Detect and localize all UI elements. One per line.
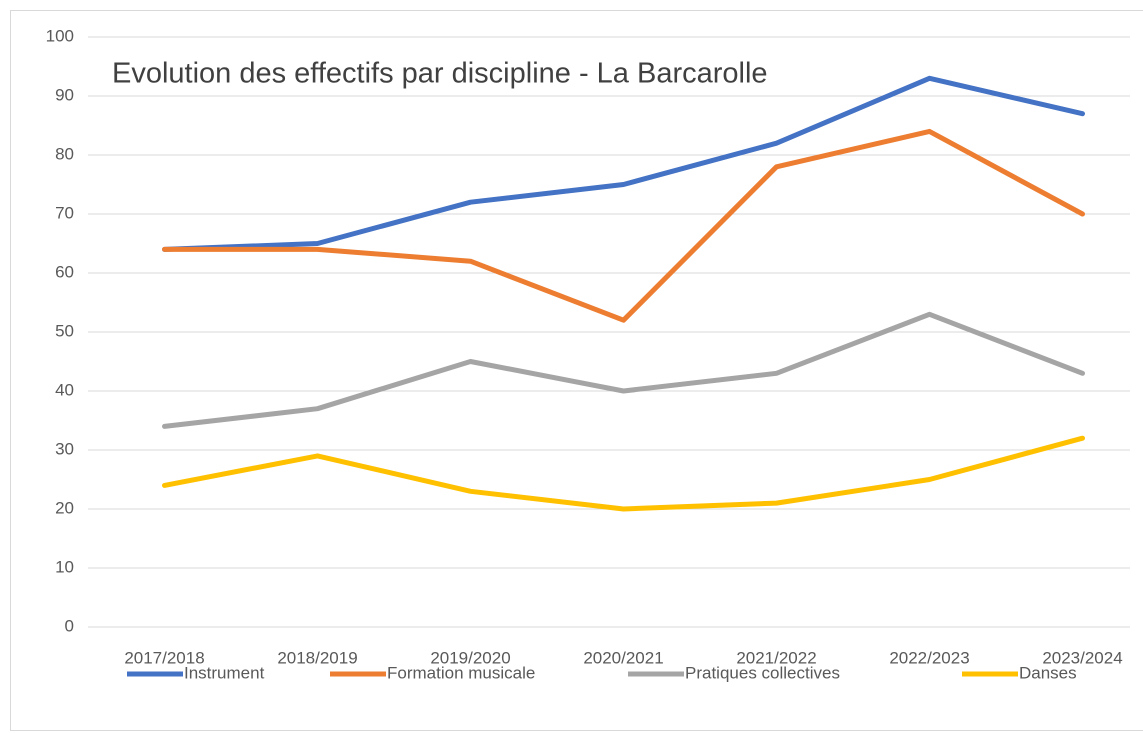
- series-line: [162, 435, 1085, 512]
- y-tick-label: 70: [55, 203, 74, 222]
- legend-label: Instrument: [184, 663, 265, 682]
- chart-title: Evolution des effectifs par discipline -…: [112, 58, 768, 90]
- y-tick-label: 0: [65, 616, 74, 635]
- y-tick-label: 30: [55, 439, 74, 458]
- legend-label: Formation musicale: [387, 663, 535, 682]
- y-tick-label: 20: [55, 498, 74, 517]
- x-tick-label: 2018/2019: [277, 648, 357, 667]
- x-tick-label: 2019/2020: [430, 648, 510, 667]
- series-line: [162, 311, 1085, 429]
- x-tick-label: 2020/2021: [583, 648, 663, 667]
- y-tick-label: 60: [55, 262, 74, 281]
- x-tick-label: 2022/2023: [889, 648, 969, 667]
- y-tick-label: 100: [46, 26, 74, 45]
- legend-label: Pratiques collectives: [685, 663, 840, 682]
- y-tick-label: 90: [55, 85, 74, 104]
- series-line: [162, 75, 1085, 252]
- legend-label: Danses: [1019, 663, 1077, 682]
- y-tick-label: 80: [55, 144, 74, 163]
- y-tick-label: 10: [55, 557, 74, 576]
- series-line: [162, 128, 1085, 323]
- x-tick-label: 2021/2022: [736, 648, 816, 667]
- x-tick-label: 2017/2018: [124, 648, 204, 667]
- y-tick-label: 40: [55, 380, 74, 399]
- y-tick-label: 50: [55, 321, 74, 340]
- chart-border: [10, 10, 1143, 731]
- x-tick-label: 2023/2024: [1042, 648, 1122, 667]
